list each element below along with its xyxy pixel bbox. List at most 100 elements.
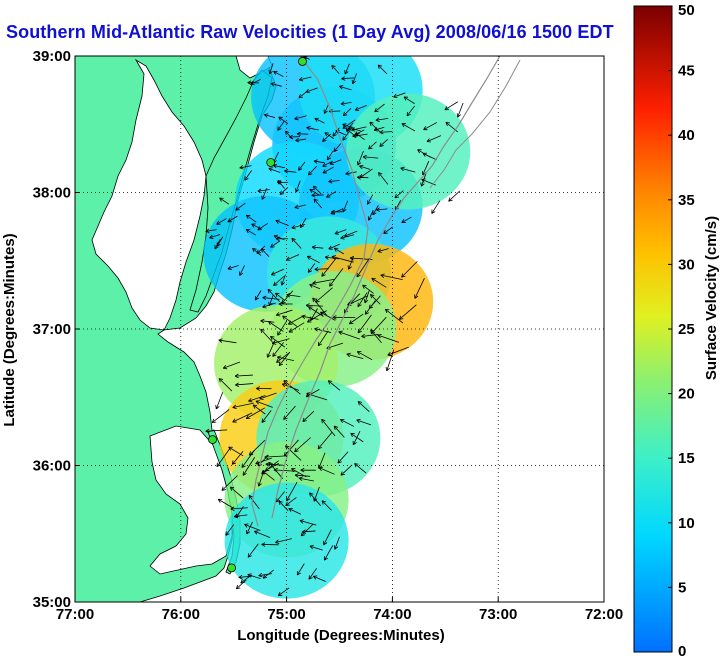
velocity-arrow — [307, 310, 327, 323]
velocity-arrow — [314, 266, 329, 272]
velocity-arrow — [317, 330, 329, 347]
colorbar-tick-label: 10 — [678, 515, 695, 532]
velocity-arrow — [294, 437, 311, 453]
velocity-arrow — [286, 254, 300, 261]
colorbar-ticks: 0 5 10 15 20 25 30 35 40 45 50 — [668, 2, 695, 659]
velocity-arrow — [273, 234, 285, 241]
velocity-arrow — [232, 412, 253, 423]
velocity-arrow — [309, 283, 321, 290]
velocity-arrow — [327, 380, 341, 391]
x-tick-label: 77:00 — [56, 606, 94, 623]
velocity-arrow — [238, 574, 253, 580]
velocity-arrow — [324, 255, 339, 260]
velocity-arrow — [298, 476, 314, 482]
velocity-arrow — [261, 188, 268, 200]
velocity-arrow — [289, 134, 301, 140]
velocity-arrow — [258, 572, 272, 578]
velocity-arrow — [235, 506, 244, 518]
velocity-arrow — [211, 409, 230, 424]
velocity-arrow — [242, 457, 256, 476]
velocity-arrow — [308, 165, 317, 176]
velocity-arrow — [362, 154, 379, 160]
velocity-arrow — [285, 497, 297, 506]
velocity-arrow — [284, 168, 297, 174]
velocity-arrow — [244, 170, 252, 181]
colorbar-tick-label: 35 — [678, 192, 695, 209]
velocity-arrow — [312, 575, 326, 582]
velocity-arrow — [257, 470, 265, 487]
velocity-arrow — [219, 197, 230, 205]
velocity-arrow — [375, 117, 389, 123]
y-tick-label: 35:00 — [33, 594, 71, 611]
velocity-arrow — [323, 529, 332, 546]
velocity-arrow — [299, 519, 317, 526]
velocity-arrow — [398, 304, 417, 320]
velocity-arrow — [301, 529, 316, 534]
velocity-arrow — [331, 64, 340, 74]
velocity-arrow — [372, 205, 379, 216]
velocity-arrow — [344, 63, 350, 75]
velocity-arrow — [225, 524, 235, 536]
velocity-arrow — [327, 41, 339, 45]
velocity-arrow — [384, 308, 404, 324]
velocity-arrow — [377, 64, 388, 75]
velocity-arrow — [308, 306, 324, 317]
velocity-arrow — [302, 410, 315, 423]
velocity-arrow — [281, 290, 294, 305]
velocity-arrow — [255, 457, 272, 465]
velocity-arrow — [256, 48, 267, 52]
velocity-arrow — [333, 425, 345, 438]
velocity-arrow — [370, 294, 381, 305]
x-tick-label: 73:00 — [479, 606, 517, 623]
velocity-arrow — [228, 446, 244, 457]
velocity-arrow — [257, 222, 269, 231]
colorbar-tick-label: 40 — [678, 127, 695, 144]
velocity-arrow — [448, 190, 461, 202]
velocity-arrow — [261, 542, 279, 547]
velocity-arrow — [306, 125, 319, 131]
velocity-cell — [346, 93, 471, 210]
velocity-arrow — [356, 351, 373, 361]
velocity-arrow — [277, 355, 294, 362]
velocity-arrow — [342, 119, 356, 129]
velocity-arrow — [354, 104, 367, 111]
velocity-arrow — [248, 494, 260, 510]
velocity-arrow — [264, 113, 276, 119]
velocity-arrow — [401, 123, 416, 132]
velocity-arrow — [291, 224, 306, 230]
velocity-arrow — [400, 166, 416, 173]
radar-site-marker — [266, 158, 276, 167]
radar-site-marker — [298, 57, 307, 66]
velocity-arrow — [376, 207, 388, 212]
y-tick-label: 38:00 — [33, 185, 71, 202]
velocity-arrow — [294, 204, 306, 209]
velocity-arrow — [257, 188, 270, 193]
velocity-arrow — [385, 349, 395, 372]
velocity-arrow — [275, 538, 293, 544]
velocity-arrow — [379, 138, 388, 147]
velocity-arrow — [342, 108, 352, 117]
velocity-arrow — [241, 449, 255, 468]
isobath-contour — [251, 56, 369, 527]
velocity-arrow — [328, 179, 340, 184]
velocity-arrow — [311, 193, 324, 198]
velocity-arrow — [337, 451, 349, 464]
velocity-arrow — [431, 200, 441, 214]
isobath-contour-outer — [271, 56, 501, 519]
velocity-arrow — [268, 63, 274, 75]
y-ticks: 35:00 36:00 37:00 38:00 39:00 — [33, 48, 80, 611]
colorbar-tick-label: 45 — [678, 63, 695, 80]
velocity-arrow — [328, 243, 340, 250]
velocity-arrow — [332, 127, 340, 137]
velocity-arrow — [361, 333, 379, 339]
velocity-arrow — [296, 563, 305, 576]
velocity-arrow — [333, 143, 342, 152]
velocity-arrow — [335, 40, 345, 48]
velocity-arrow — [235, 382, 254, 387]
velocity-arrow — [406, 105, 415, 117]
velocity-arrow — [306, 56, 309, 57]
colorbar-tick-label: 15 — [678, 450, 695, 467]
velocity-arrow — [275, 309, 293, 317]
velocity-arrow — [339, 85, 352, 91]
velocity-arrow — [262, 302, 276, 309]
